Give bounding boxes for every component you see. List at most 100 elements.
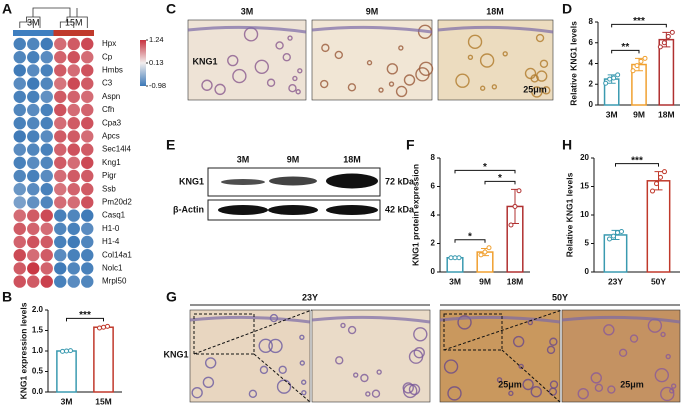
blot-band xyxy=(326,173,378,189)
tissue-detail xyxy=(282,53,291,62)
row-label: Sec14l4 xyxy=(102,145,131,154)
row-label: Pigr xyxy=(102,171,117,180)
tissue-detail xyxy=(415,67,430,82)
y-tick-label: 6 xyxy=(431,182,436,191)
tissue-detail xyxy=(536,70,548,82)
data-point xyxy=(456,255,462,261)
heat-cell xyxy=(13,143,26,156)
tissue-detail xyxy=(660,331,666,338)
panel-letter: B xyxy=(2,289,12,305)
heat-cell xyxy=(13,90,26,104)
heat-cell xyxy=(67,262,80,275)
heat-cell xyxy=(27,90,40,104)
heat-cell xyxy=(27,262,40,275)
heat-cell xyxy=(81,143,94,156)
y-tick-label: 1.5 xyxy=(32,326,44,335)
heat-cell xyxy=(13,262,26,275)
data-point xyxy=(658,174,663,180)
heat-cell xyxy=(67,183,80,196)
heat-cell xyxy=(40,143,53,156)
heat-cell xyxy=(54,235,67,249)
y-tick-label: 0.5 xyxy=(32,367,44,376)
epidermis xyxy=(189,315,311,324)
heat-cell xyxy=(67,90,80,104)
y-tick-label: 2 xyxy=(589,79,594,88)
heat-cell xyxy=(81,235,94,249)
heat-cell xyxy=(27,235,40,249)
y-tick-label: 8 xyxy=(431,153,436,162)
heat-cell xyxy=(13,196,26,209)
row-label: Cpa3 xyxy=(102,118,122,127)
tissue-detail xyxy=(214,83,226,96)
data-point xyxy=(607,76,613,82)
tissue-detail xyxy=(292,75,298,82)
bar xyxy=(658,38,675,106)
tissue-detail xyxy=(398,45,404,51)
heat-cell xyxy=(67,169,80,183)
tissue-detail xyxy=(353,372,359,378)
tissue-detail xyxy=(254,59,269,74)
significance-label: *** xyxy=(631,155,643,166)
panel-letter: G xyxy=(166,289,177,305)
column-label: 9M xyxy=(366,6,379,16)
data-point xyxy=(508,222,514,228)
heat-cell xyxy=(81,209,94,222)
blot-band xyxy=(269,176,317,186)
heat-cell xyxy=(40,169,53,183)
tissue-detail xyxy=(378,87,384,93)
heat-cell xyxy=(54,262,67,275)
tissue-detail xyxy=(496,377,503,383)
heat-cell xyxy=(81,275,94,288)
heat-cell xyxy=(67,77,80,90)
panel-letter: F xyxy=(406,137,415,153)
x-tick-label: 9M xyxy=(479,276,491,286)
heat-cell xyxy=(13,77,26,90)
epidermis xyxy=(439,315,561,324)
heat-cell xyxy=(81,90,94,104)
tissue-detail xyxy=(287,35,293,41)
tissue-detail xyxy=(301,389,307,396)
tissue-detail xyxy=(347,83,357,92)
row-label: Cp xyxy=(102,52,113,61)
heat-cell xyxy=(54,90,67,104)
heat-cell xyxy=(67,275,80,288)
heat-cell xyxy=(81,51,94,64)
heat-cell xyxy=(54,143,67,156)
heat-cell xyxy=(13,209,26,222)
heat-cell xyxy=(13,64,26,77)
heat-cell xyxy=(81,196,94,209)
zoom-box xyxy=(193,313,255,355)
tissue-detail xyxy=(508,390,514,397)
tissue-detail xyxy=(278,365,287,374)
heat-cell xyxy=(54,156,67,169)
tissue-detail xyxy=(502,51,508,57)
data-point xyxy=(650,188,655,194)
micrograph xyxy=(311,19,433,101)
heat-cell xyxy=(13,37,26,51)
tissue-detail xyxy=(457,315,472,330)
heat-cell xyxy=(40,235,53,249)
scale-bar-label: 25μm xyxy=(523,84,547,94)
heat-cell xyxy=(27,77,40,90)
heat-cell xyxy=(27,64,40,77)
heat-cell xyxy=(27,103,40,117)
heat-cell xyxy=(13,235,26,249)
epidermis xyxy=(311,25,433,34)
tissue-detail xyxy=(259,365,269,375)
tissue-detail xyxy=(603,324,615,336)
tissue-detail xyxy=(413,346,425,359)
tissue-detail xyxy=(530,386,542,398)
heat-cell xyxy=(54,77,67,90)
epidermis xyxy=(187,25,307,34)
panel-letter: H xyxy=(562,137,572,153)
significance-bracket xyxy=(454,239,486,243)
heat-cell xyxy=(27,183,40,196)
blot-row-label: β-Actin xyxy=(173,204,204,214)
significance-label: * xyxy=(468,231,472,242)
tissue-detail xyxy=(577,388,589,400)
data-point xyxy=(661,40,667,46)
data-point xyxy=(101,324,106,330)
row-label: Kng1 xyxy=(102,158,121,167)
tissue-detail xyxy=(629,334,639,343)
heat-cell xyxy=(27,275,40,288)
